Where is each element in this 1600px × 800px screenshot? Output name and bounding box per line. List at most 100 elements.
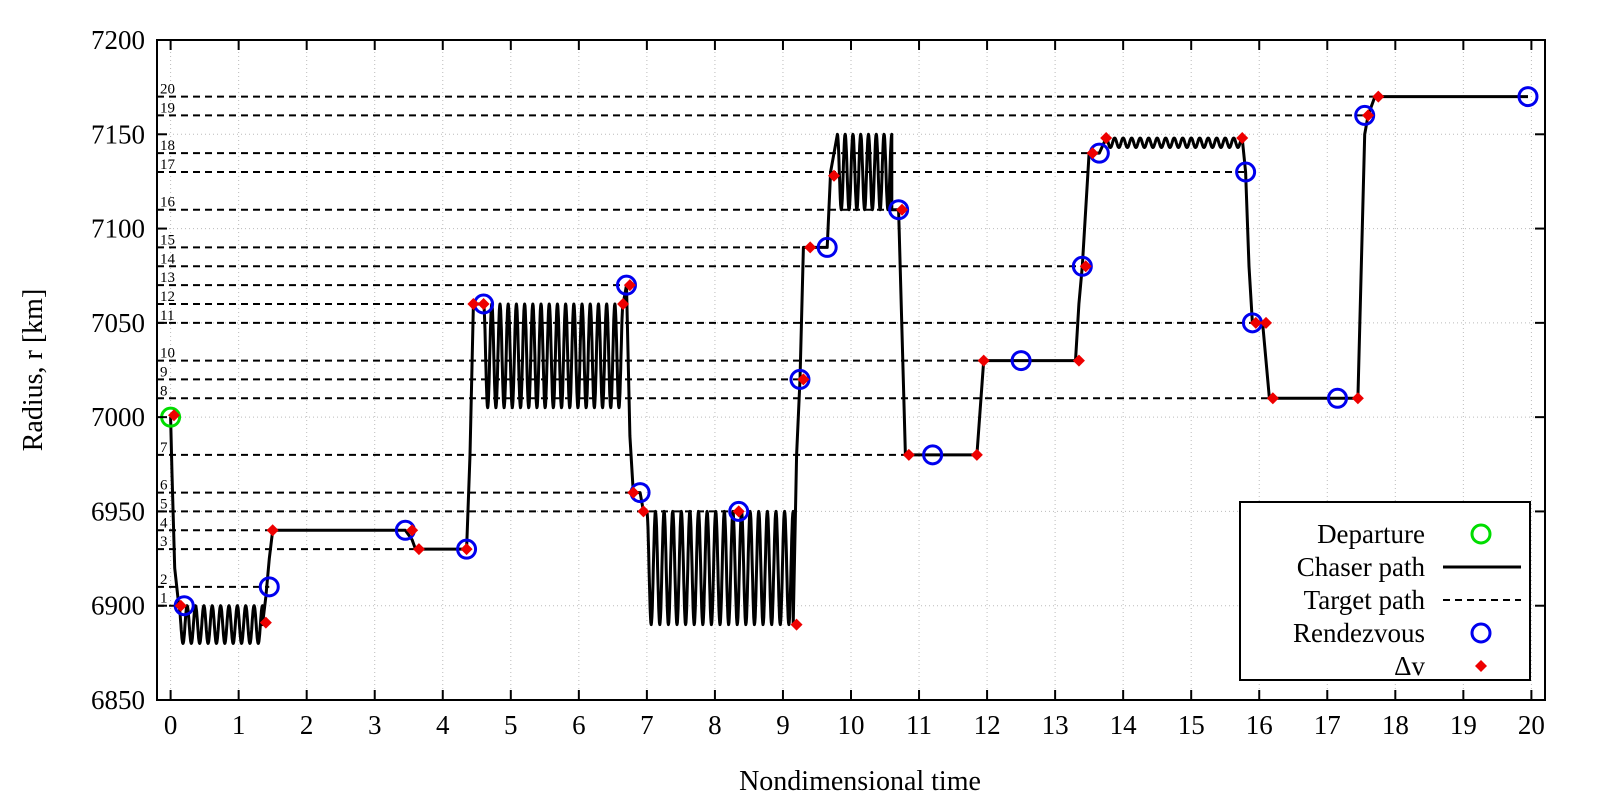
target-path-label: 13: [160, 270, 175, 286]
x-tick-label: 20: [1518, 710, 1545, 740]
delta-v-marker: [1260, 316, 1273, 329]
delta-v-marker: [827, 169, 840, 182]
delta-v-marker: [1249, 316, 1262, 329]
rendezvous-marker: [456, 538, 478, 560]
y-tick-label: 6950: [91, 496, 145, 526]
x-tick-label: 8: [708, 710, 722, 740]
target-path-label: 11: [160, 308, 174, 324]
delta-v-marker: [266, 524, 279, 537]
y-tick-label: 7000: [91, 402, 145, 432]
delta-v-marker: [1072, 354, 1085, 367]
delta-v-marker: [732, 505, 745, 518]
x-tick-label: 3: [368, 710, 382, 740]
target-path-label: 8: [160, 383, 168, 399]
delta-v-marker: [412, 543, 425, 556]
x-tick-label: 14: [1110, 710, 1138, 740]
x-tick-label: 0: [164, 710, 178, 740]
y-tick-label: 7050: [91, 308, 145, 338]
x-tick-label: 4: [436, 710, 450, 740]
y-tick-label: 6850: [91, 685, 145, 715]
x-tick-label: 15: [1178, 710, 1205, 740]
target-path-label: 1: [160, 591, 168, 607]
delta-v-marker: [259, 616, 272, 629]
delta-v-marker: [637, 505, 650, 518]
rendezvous-marker: [728, 500, 750, 522]
target-path-label: 12: [160, 289, 175, 305]
rendezvous-marker: [1235, 161, 1257, 183]
legend-label: Δv: [1394, 651, 1425, 681]
legend-box: [1239, 501, 1531, 681]
target-path-label: 9: [160, 364, 168, 380]
x-tick-label: 9: [776, 710, 790, 740]
target-path-label: 15: [160, 232, 175, 248]
x-tick-label: 10: [838, 710, 865, 740]
delta-v-marker: [617, 298, 630, 310]
target-path-label: 7: [160, 440, 168, 456]
delta-v-marker: [790, 618, 803, 631]
delta-v-marker: [1079, 260, 1092, 273]
x-tick-label: 11: [906, 710, 932, 740]
delta-v-marker: [1086, 147, 1099, 160]
y-tick-label: 6900: [91, 591, 145, 621]
delta-v-marker: [406, 524, 419, 537]
delta-v-marker: [804, 241, 817, 254]
y-axis-title: Radius, r [km]: [18, 289, 49, 452]
y-tick-label: 7150: [91, 119, 145, 149]
delta-v-marker: [623, 279, 636, 292]
delta-v-marker: [902, 448, 915, 461]
delta-v-marker: [1351, 392, 1364, 405]
y-tick-label: 7100: [91, 214, 145, 244]
x-tick-label: 13: [1042, 710, 1069, 740]
delta-v-marker: [896, 203, 909, 216]
rendezvous-marker: [258, 576, 280, 598]
legend-label: Chaser path: [1297, 552, 1426, 582]
rendezvous-marker: [1517, 86, 1539, 108]
delta-v-marker: [174, 599, 187, 612]
target-path-label: 5: [160, 496, 168, 512]
target-path-label: 3: [160, 534, 168, 550]
markers: [160, 86, 1539, 631]
axes: 0 1 2 3 4 5 6 7 8 9 10 11 12 13 14 15 16 17 18 19 2068506900…: [91, 25, 1546, 740]
delta-v-marker: [477, 298, 490, 310]
delta-v-marker: [1362, 109, 1375, 122]
delta-v-marker: [797, 373, 810, 386]
x-tick-label: 5: [504, 710, 518, 740]
delta-v-marker: [1372, 90, 1385, 103]
x-tick-label: 17: [1314, 710, 1341, 740]
legend-label: Departure: [1317, 519, 1425, 549]
delta-v-marker: [1236, 132, 1249, 145]
x-axis-title: Nondimensional time: [739, 766, 981, 797]
x-tick-label: 12: [974, 710, 1001, 740]
legend-symbol: [1470, 523, 1492, 545]
delta-v-marker: [977, 354, 990, 367]
delta-v-marker: [460, 543, 473, 556]
target-path-label: 10: [160, 346, 175, 362]
target-path-label: 19: [160, 100, 175, 116]
delta-v-marker: [1100, 132, 1113, 145]
rendezvous-marker: [816, 236, 838, 258]
legend-symbol: [1470, 622, 1492, 644]
x-tick-label: 2: [300, 710, 314, 740]
target-path-label: 6: [160, 478, 168, 494]
x-tick-label: 7: [640, 710, 654, 740]
delta-v-marker: [168, 409, 181, 422]
x-tick-label: 1: [232, 710, 246, 740]
legend-symbol: [1475, 660, 1487, 672]
rendezvous-marker: [1010, 350, 1032, 372]
x-tick-label: 16: [1246, 710, 1273, 740]
target-path-label: 4: [160, 515, 168, 531]
target-path-label: 20: [160, 82, 175, 98]
x-tick-label: 19: [1450, 710, 1477, 740]
rendezvous-marker: [1326, 387, 1348, 409]
legend-label: Target path: [1304, 585, 1426, 615]
target-path-label: 18: [160, 138, 175, 154]
delta-v-marker: [627, 486, 640, 499]
target-path-label: 16: [160, 195, 176, 211]
delta-v-marker: [1266, 392, 1279, 405]
delta-v-marker: [467, 298, 480, 310]
legend-label: Rendezvous: [1293, 618, 1425, 648]
y-tick-label: 7200: [91, 25, 145, 55]
